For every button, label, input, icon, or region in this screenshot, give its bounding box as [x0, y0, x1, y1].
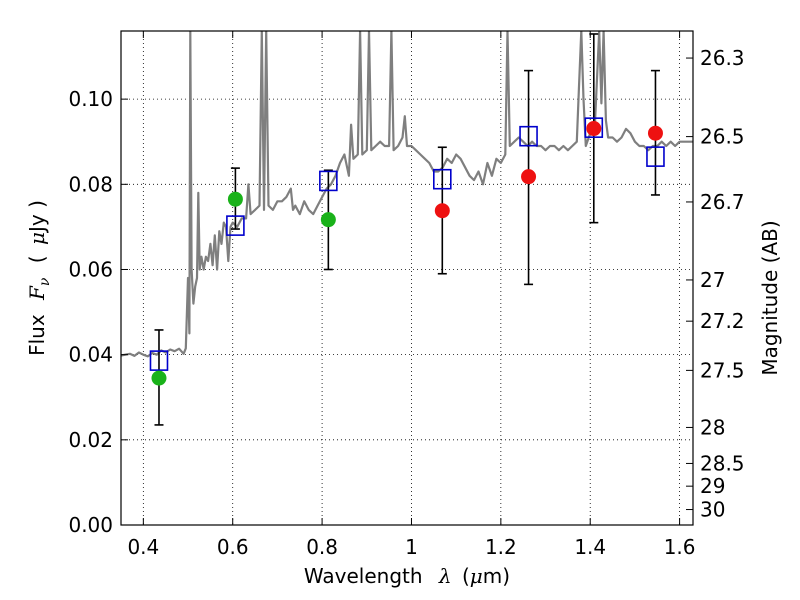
x-tick-label: 1.2 — [485, 535, 517, 559]
model-photometry-marker — [319, 170, 338, 192]
plot-frame — [120, 30, 694, 526]
grid-lines — [121, 31, 693, 525]
y-tick-label: 0.10 — [68, 87, 113, 111]
x-tick-label: 1.6 — [664, 535, 696, 559]
magnitude-tick-label: 29 — [700, 474, 725, 498]
x-axis-label-unit-rest: m) — [483, 564, 510, 588]
y-axis-label-unit-rest: Jy ) — [25, 200, 49, 234]
x-axis-label-unit-mu: μ — [470, 564, 483, 588]
x-axis-label: Wavelength λ (μm) — [304, 564, 510, 588]
nir-photometry-marker — [434, 203, 450, 219]
nir-photometry-marker — [586, 121, 602, 137]
model-photometry-marker — [149, 350, 169, 371]
model-sed-line — [121, 31, 693, 358]
y-axis-label: Flux Fν ( μJy ) — [25, 200, 54, 356]
nir-photometry-marker — [521, 169, 537, 185]
nir-photometry-marker — [647, 125, 663, 141]
y-tick-label: 0.04 — [68, 343, 113, 367]
magnitude-tick-label: 28 — [700, 415, 725, 439]
y-axis-label-unit-open: ( — [25, 255, 49, 263]
model-photometry-marker — [646, 146, 665, 167]
y-axis-label-text: Flux — [25, 314, 49, 356]
magnitude-axis-label: Magnitude (AB) — [758, 220, 782, 375]
x-axis-label-unit-open: ( — [462, 564, 470, 588]
model-photometry-marker — [519, 125, 538, 147]
magnitude-tick-label: 30 — [700, 498, 725, 522]
y-tick-label: 0.06 — [68, 257, 113, 281]
magnitude-tick-label: 27.2 — [700, 309, 745, 333]
x-axis-label-symbol: λ — [438, 564, 452, 588]
y-tick-label: 0.02 — [68, 428, 113, 452]
x-tick-label: 1 — [405, 535, 418, 559]
model-photometry-marker — [226, 215, 245, 236]
magnitude-tick-label: 26.3 — [700, 46, 745, 70]
y-axis-label-unit-mu: μ — [25, 232, 49, 245]
magnitude-tick-label: 28.5 — [700, 451, 745, 475]
y-tick-label: 0.00 — [68, 513, 113, 537]
axis-ticks: 0.4 0.6 0.8 1 1.2 1.4 1.6 0.00 0.02 0.04 0.06 0.08 0… — [68, 31, 745, 559]
optical-photometry-marker — [320, 212, 336, 228]
magnitude-tick-label: 26.5 — [700, 125, 745, 149]
magnitude-tick-label: 27 — [700, 268, 725, 292]
magnitude-tick-label: 26.7 — [700, 190, 745, 214]
y-axis-label-symbol: F — [25, 285, 49, 301]
optical-photometry-marker — [151, 370, 167, 386]
magnitude-tick-label: 27.5 — [700, 358, 745, 382]
plot-area — [121, 31, 693, 426]
model-photometry-marker — [584, 117, 604, 138]
x-tick-label: 0.8 — [306, 535, 338, 559]
y-axis-label-subscript: ν — [37, 277, 53, 286]
x-tick-label: 0.6 — [217, 535, 249, 559]
x-axis-label-text: Wavelength — [304, 564, 423, 588]
x-tick-label: 1.4 — [574, 535, 606, 559]
x-tick-label: 0.4 — [127, 535, 159, 559]
optical-photometry-marker — [227, 191, 243, 207]
y-tick-label: 0.08 — [68, 172, 113, 196]
model-photometry-marker — [433, 168, 452, 190]
